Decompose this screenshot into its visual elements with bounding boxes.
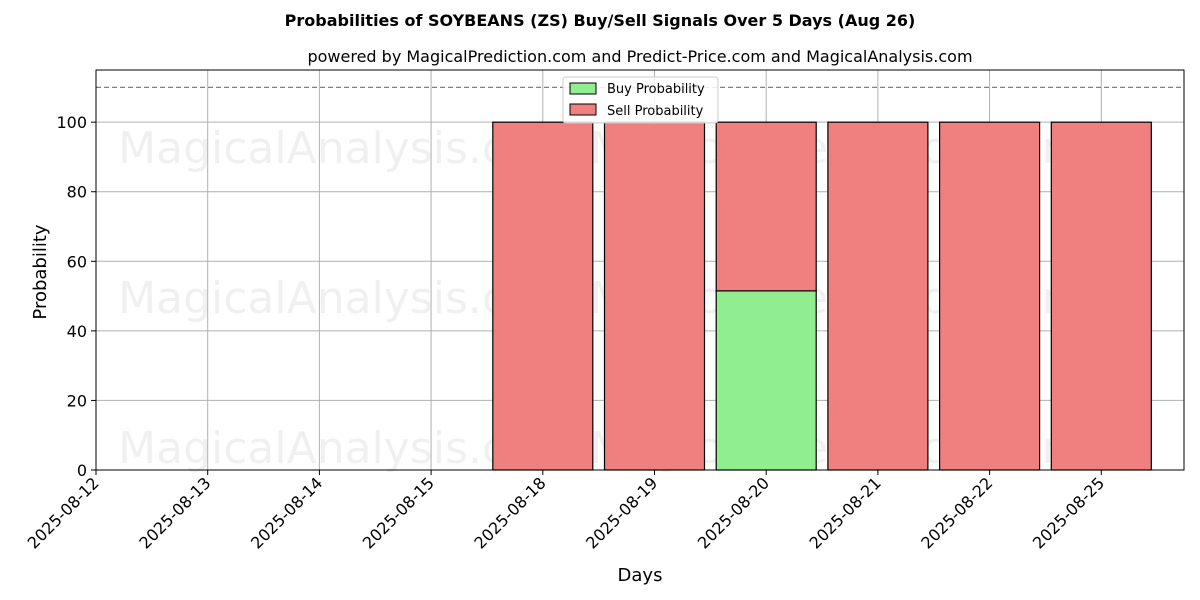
legend-label-buy: Buy Probability bbox=[607, 82, 705, 97]
x-ticks: 2025-08-12 2025-08-13 2025-08-14 2025-08-15… bbox=[24, 470, 1108, 553]
bar-sell bbox=[492, 121, 594, 471]
x-tick-label: 2025-08-14 bbox=[247, 473, 326, 552]
y-tick-label: 100 bbox=[56, 113, 87, 132]
legend-swatch-buy bbox=[569, 82, 597, 95]
y-ticks: 0 20 40 60 80 100 bbox=[56, 113, 96, 480]
x-tick-label: 2025-08-25 bbox=[1029, 473, 1108, 552]
legend-swatch-sell bbox=[569, 103, 597, 116]
x-tick-label: 2025-08-21 bbox=[806, 473, 885, 552]
bar-sell bbox=[1050, 121, 1152, 471]
plot-area-border bbox=[95, 69, 1185, 471]
legend: Buy Probability Sell Probability bbox=[562, 76, 719, 124]
x-tick-label: 2025-08-12 bbox=[24, 473, 103, 552]
y-tick-label: 60 bbox=[67, 252, 87, 271]
x-axis-label: Days bbox=[618, 565, 663, 586]
x-tick-label: 2025-08-15 bbox=[359, 473, 438, 552]
bar-buy bbox=[715, 290, 817, 471]
bar-sell bbox=[938, 121, 1041, 471]
x-tick-label: 2025-08-19 bbox=[582, 473, 661, 552]
y-tick-label: 20 bbox=[67, 391, 87, 410]
bar-sell bbox=[603, 121, 706, 471]
bars bbox=[492, 121, 1152, 471]
y-axis-label: Probability bbox=[30, 224, 51, 319]
x-tick-label: 2025-08-18 bbox=[470, 473, 549, 552]
chart-subtitle: powered by MagicalPrediction.com and Pre… bbox=[307, 47, 972, 66]
x-tick-label: 2025-08-13 bbox=[135, 473, 214, 552]
y-tick-label: 80 bbox=[67, 183, 87, 202]
chart-title: Probabilities of SOYBEANS (ZS) Buy/Sell … bbox=[285, 11, 916, 30]
y-tick-label: 0 bbox=[77, 461, 87, 480]
bar-sell bbox=[715, 121, 817, 292]
bar-sell bbox=[827, 121, 929, 471]
y-tick-label: 40 bbox=[67, 322, 87, 341]
legend-box bbox=[562, 76, 719, 124]
x-tick-label: 2025-08-22 bbox=[917, 473, 996, 552]
legend-label-sell: Sell Probability bbox=[607, 104, 704, 119]
x-tick-label: 2025-08-20 bbox=[694, 473, 773, 552]
